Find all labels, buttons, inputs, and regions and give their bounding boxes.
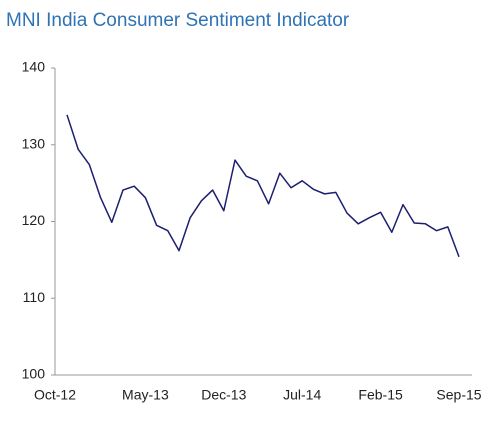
line-series — [66, 114, 460, 258]
y-tick-label: 120 — [22, 212, 46, 228]
y-tick-label: 140 — [22, 59, 46, 75]
x-tick-label: Feb-15 — [358, 387, 403, 403]
x-tick-label: Sep-15 — [436, 387, 481, 403]
y-tick-label: 110 — [23, 289, 46, 305]
x-tick-label: May-13 — [122, 387, 169, 403]
x-tick-label: Oct-12 — [34, 387, 76, 403]
y-tick-label: 130 — [22, 135, 46, 151]
chart-title: MNI India Consumer Sentiment Indicator — [6, 10, 350, 31]
x-tick-label: Jul-14 — [283, 387, 321, 403]
y-tick-label: 100 — [22, 366, 46, 382]
x-tick-label: Dec-13 — [201, 387, 246, 403]
